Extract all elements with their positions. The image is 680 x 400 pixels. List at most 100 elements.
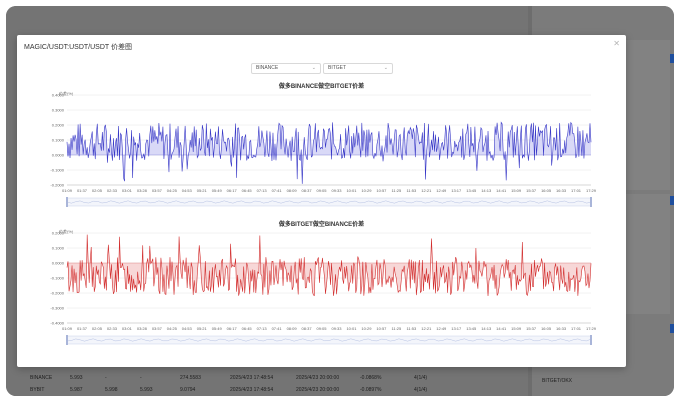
x-tick-label: 13:45 xyxy=(466,326,477,331)
x-tick-label: 14:13 xyxy=(481,188,492,193)
chart-title: 做多BINANCE做空BITGET价差 xyxy=(278,84,365,90)
background-table-cell: BYBIT xyxy=(30,387,45,393)
chart-title: 做多BITGET做空BINANCE价差 xyxy=(278,222,365,228)
x-tick-label: 10:29 xyxy=(361,188,372,193)
background-accent xyxy=(670,324,674,333)
y-tick-label: 0.0000 xyxy=(52,261,65,266)
x-tick-label: 08:37 xyxy=(302,188,313,193)
x-tick-label: 15:37 xyxy=(526,326,537,331)
x-tick-label: 03:57 xyxy=(152,326,163,331)
background-table-cell: 4(1/4) xyxy=(414,387,428,393)
x-tick-label: 16:05 xyxy=(541,188,552,193)
y-tick-label: -0.1000 xyxy=(50,168,64,173)
x-tick-label: 09:05 xyxy=(317,326,328,331)
x-tick-label: 16:05 xyxy=(541,326,552,331)
x-tick-label: 07:41 xyxy=(272,188,283,193)
background-table-cell: 4(1/4) xyxy=(414,375,428,381)
chevron-down-icon: ⌄ xyxy=(311,65,316,71)
x-tick-label: 02:05 xyxy=(92,188,103,193)
x-tick-label: 17:29 xyxy=(586,188,597,193)
x-tick-label: 17:29 xyxy=(586,326,597,331)
x-tick-label: 10:57 xyxy=(376,326,387,331)
x-tick-label: 03:01 xyxy=(122,326,133,331)
x-tick-label: 13:45 xyxy=(466,188,477,193)
background-table-cell: -0.0897% xyxy=(360,387,382,393)
x-tick-label: 11:53 xyxy=(406,326,416,331)
y-tick-label: 0.1000 xyxy=(52,246,65,251)
x-tick-label: 09:33 xyxy=(331,188,342,193)
zoom-handle-left[interactable] xyxy=(66,197,68,207)
background-table-cell: - xyxy=(105,375,107,381)
background-table-cell: 5.993 xyxy=(70,375,83,381)
y-tick-label: -0.2000 xyxy=(50,291,64,296)
x-tick-label: 01:09 xyxy=(62,326,73,331)
x-tick-label: 13:17 xyxy=(451,326,462,331)
exchange-select-right[interactable]: BITGET ⌄ xyxy=(323,63,393,74)
zoom-handle-right[interactable] xyxy=(590,197,592,207)
x-tick-label: 02:33 xyxy=(107,326,118,331)
x-tick-label: 07:13 xyxy=(257,188,268,193)
x-tick-label: 04:53 xyxy=(182,188,193,193)
x-tick-label: 12:21 xyxy=(421,326,432,331)
x-tick-label: 12:49 xyxy=(436,188,447,193)
x-tick-label: 10:01 xyxy=(346,326,357,331)
y-tick-label: 0.2000 xyxy=(52,231,65,236)
x-tick-label: 15:37 xyxy=(526,188,537,193)
background-table-cell: 2025/4/23 17:48:54 xyxy=(230,387,274,393)
exchange-select-left-value: BINANCE xyxy=(256,65,279,71)
x-tick-label: 03:28 xyxy=(137,188,148,193)
x-tick-label: 09:33 xyxy=(331,326,342,331)
background-table-cell: 5.998 xyxy=(105,387,118,393)
x-tick-label: 01:09 xyxy=(62,188,73,193)
y-tick-label: 0.3000 xyxy=(52,108,65,113)
x-tick-label: 16:33 xyxy=(556,188,567,193)
x-tick-label: 14:41 xyxy=(496,326,507,331)
x-tick-label: 09:05 xyxy=(317,188,328,193)
chart-canvas: 0.2000 0.1000 0.0000 -0.1000 -0.2000 -0.3000 -… xyxy=(50,231,597,345)
x-tick-label: 01:37 xyxy=(77,326,88,331)
background-accent xyxy=(670,54,674,63)
exchange-select-left[interactable]: BINANCE ⌄ xyxy=(251,63,321,74)
y-tick-label: 0.0000 xyxy=(52,153,65,158)
spread-chart-1: 做多BINANCE做空BITGET价差 价差(%) 0.4000 0.3000 0.… xyxy=(17,80,626,220)
background-table-cell: 5.993 xyxy=(140,387,153,393)
zoom-handle-right[interactable] xyxy=(590,335,592,345)
background-table-cell: 9.0794 xyxy=(180,387,196,393)
y-tick-label: 0.1000 xyxy=(52,138,65,143)
x-tick-label: 05:49 xyxy=(212,326,223,331)
close-icon[interactable]: ✕ xyxy=(613,39,620,48)
x-tick-label: 08:09 xyxy=(287,188,298,193)
x-tick-label: 12:49 xyxy=(436,326,447,331)
x-tick-label: 10:01 xyxy=(346,188,357,193)
y-tick-label: -0.2000 xyxy=(50,183,64,188)
x-tick-label: 12:21 xyxy=(421,188,432,193)
x-tick-label: 11:53 xyxy=(406,188,416,193)
x-tick-label: 05:21 xyxy=(197,188,208,193)
x-tick-label: 16:33 xyxy=(556,326,567,331)
series-line xyxy=(66,234,592,297)
background-table-row: BINANCE 5.993 - - 274.5583 2025/4/23 17:48:54… xyxy=(12,375,512,383)
background-table-cell: 5.987 xyxy=(70,387,83,393)
background-table-row: BYBIT 5.987 5.998 5.993 9.0794 2025/4/23 17:4… xyxy=(12,387,512,395)
x-tick-label: 13:17 xyxy=(451,188,462,193)
zoom-handle-left[interactable] xyxy=(66,335,68,345)
zoom-slider xyxy=(66,197,592,207)
background-table-cell: 2025/4/23 17:48:54 xyxy=(230,375,274,381)
x-tick-label: 11:25 xyxy=(392,326,402,331)
x-tick-label: 14:13 xyxy=(481,326,492,331)
background-table-cell: BINANCE xyxy=(30,375,53,381)
y-axis-label: 价差(%) xyxy=(59,229,74,234)
x-tick-label: 03:01 xyxy=(122,188,133,193)
x-tick-label: 03:57 xyxy=(152,188,163,193)
background-table-cell: -0.0868% xyxy=(360,375,382,381)
x-tick-label: 07:41 xyxy=(272,326,283,331)
x-tick-label: 17:01 xyxy=(571,326,582,331)
x-tick-label: 04:53 xyxy=(182,326,193,331)
x-tick-label: 06:17 xyxy=(227,188,238,193)
background-table-cell: - xyxy=(140,375,142,381)
y-tick-label: -0.1000 xyxy=(50,276,64,281)
x-tick-label: 06:45 xyxy=(242,326,253,331)
x-tick-label: 15:09 xyxy=(511,326,522,331)
exchange-select-right-value: BITGET xyxy=(328,65,347,71)
background-table-cell: 2025/4/23 20:00:00 xyxy=(296,375,340,381)
